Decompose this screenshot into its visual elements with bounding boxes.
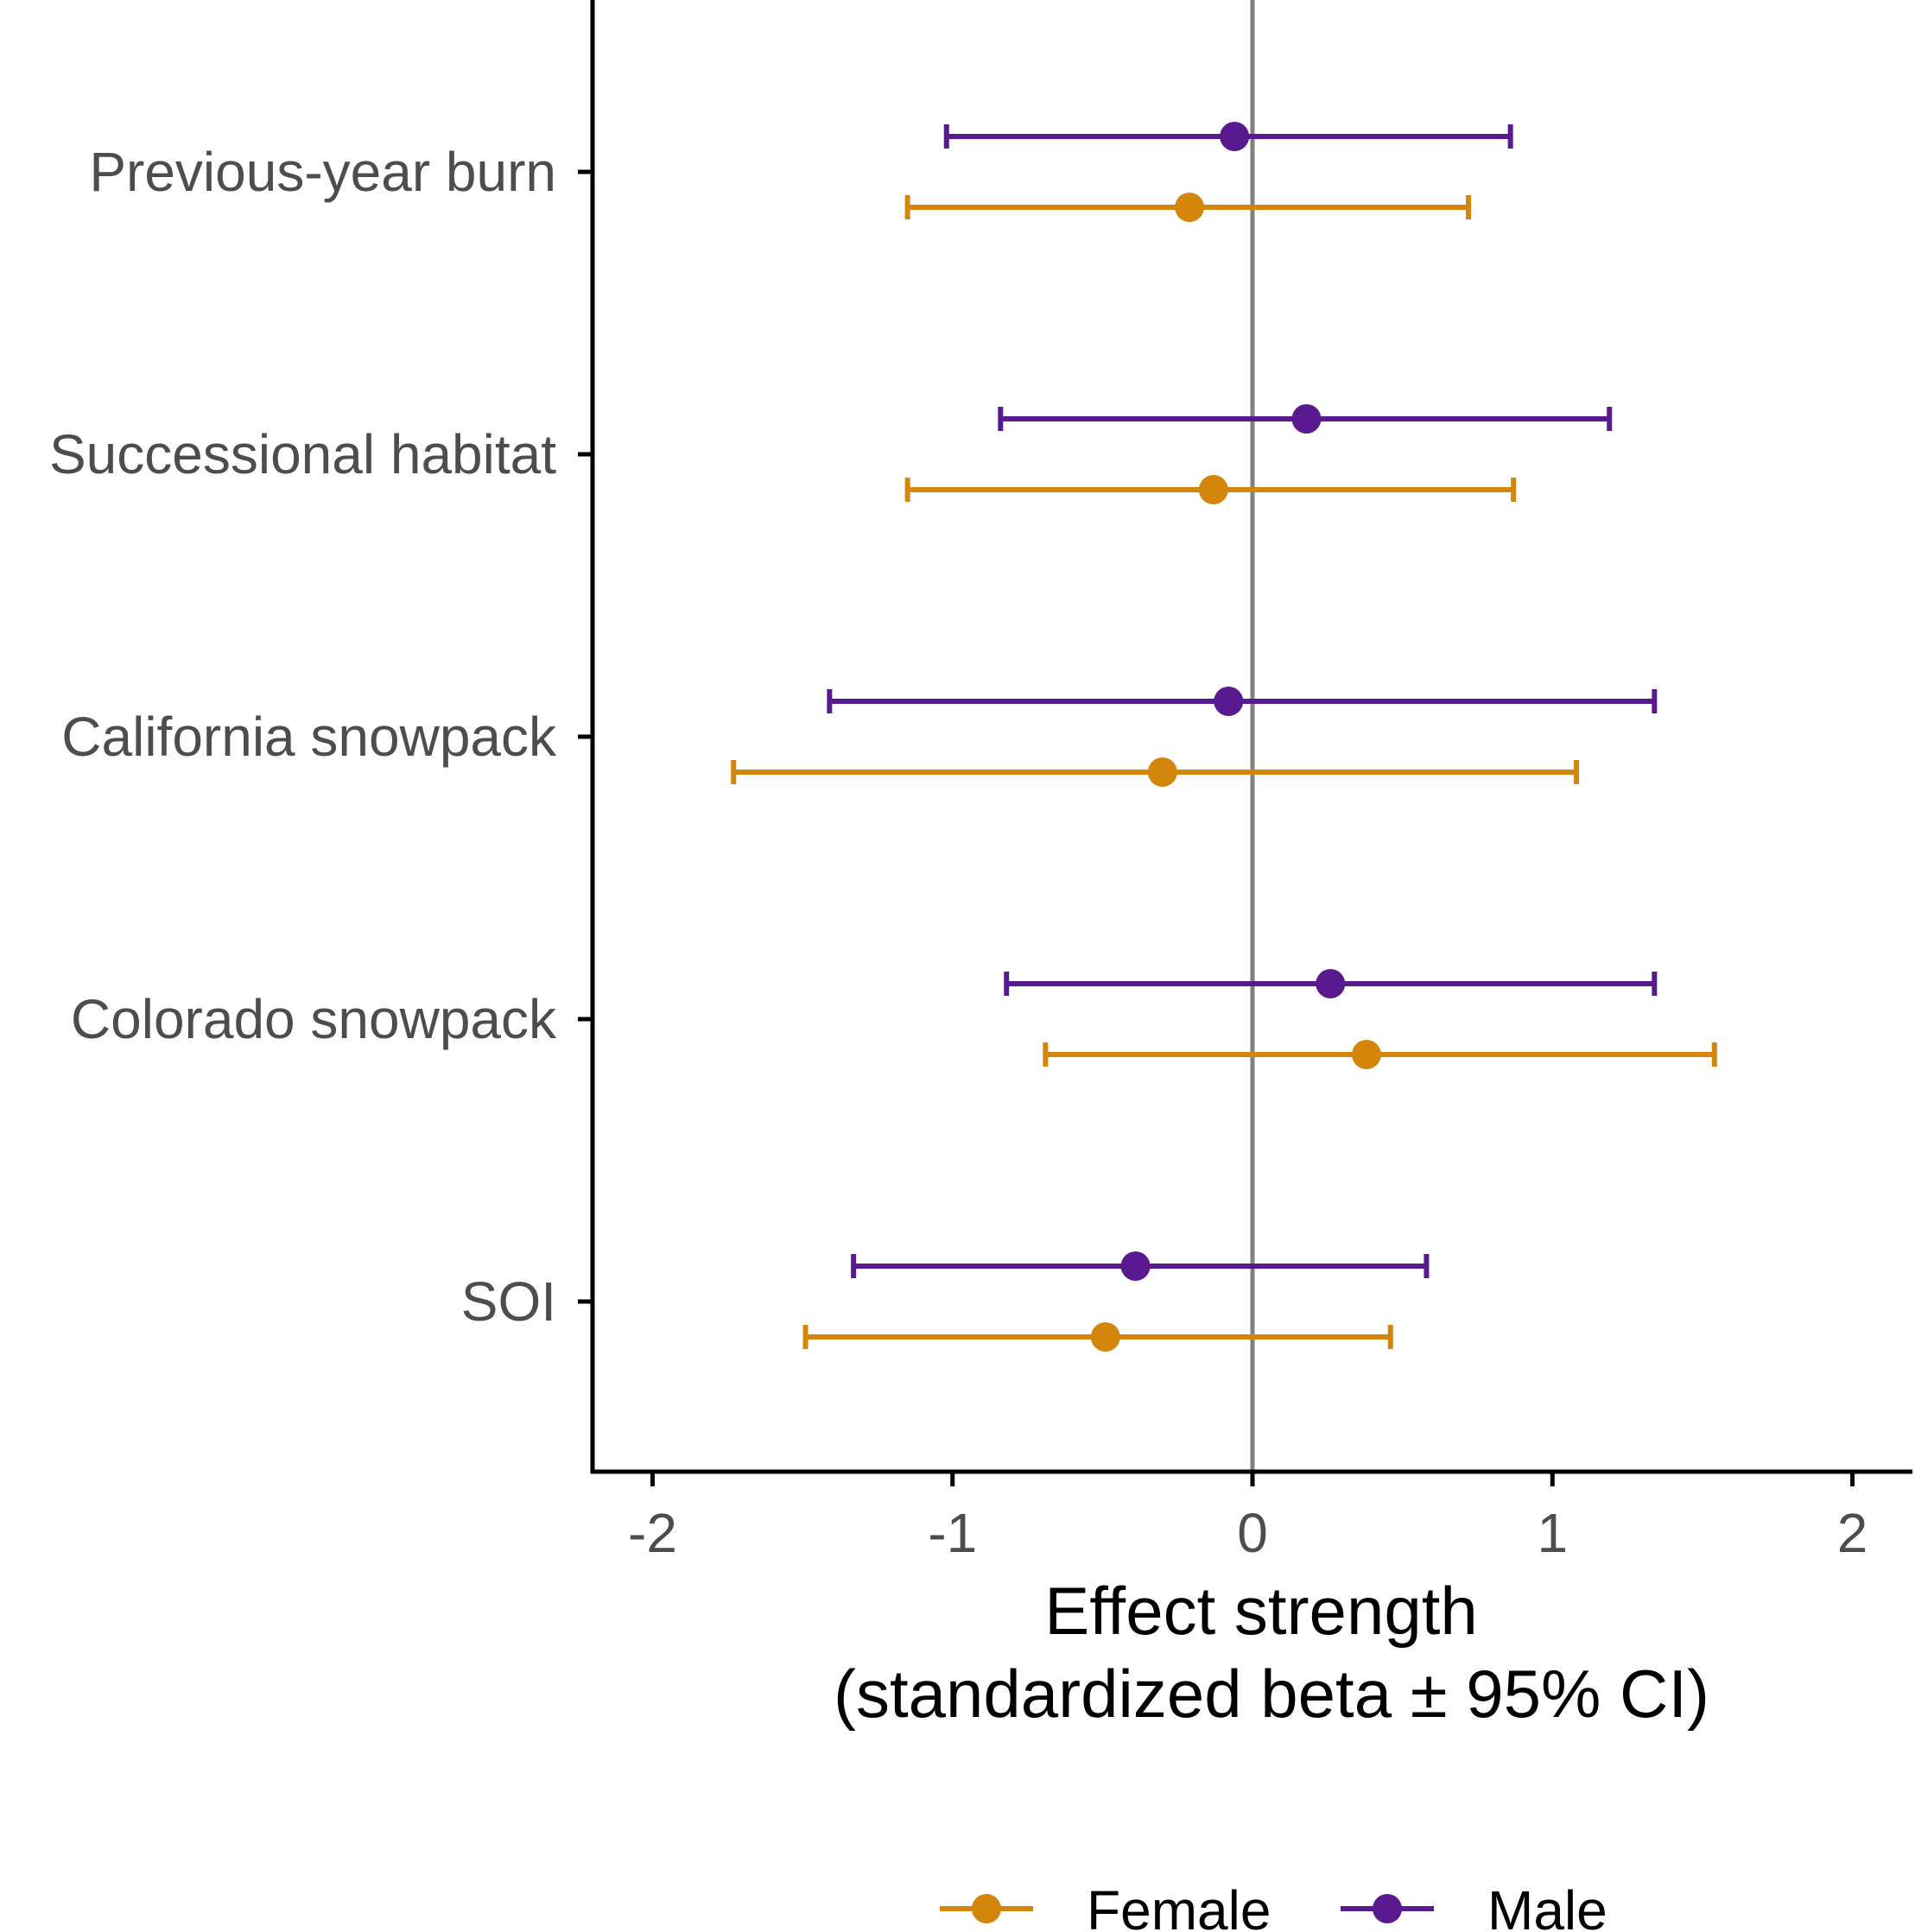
y-label-successional-habitat: Successional habitat	[49, 423, 556, 485]
legend-male-item: Male	[1341, 1879, 1607, 1932]
male-colorado-snowpack-point	[1316, 969, 1346, 998]
axis-titles: Effect strength (standardized beta ± 95%…	[834, 1573, 1709, 1732]
legend-male-key-point	[1373, 1894, 1402, 1923]
female-colorado-snowpack-point	[1351, 1040, 1381, 1069]
female-california-snowpack-point	[1147, 757, 1177, 787]
male-california-snowpack-point	[1214, 687, 1244, 716]
y-label-california-snowpack: California snowpack	[61, 706, 557, 768]
x-tick-label-2: 2	[1837, 1502, 1868, 1564]
female-soi-point	[1090, 1322, 1120, 1352]
y-label-soi: SOI	[461, 1270, 556, 1333]
legend-female-item: Female	[940, 1879, 1271, 1932]
female-successional-habitat-point	[1198, 475, 1228, 504]
data-marks	[731, 122, 1717, 1352]
x-tick-label-1: 1	[1537, 1502, 1568, 1564]
legend-female-label: Female	[1087, 1879, 1271, 1932]
x-axis-title-line1: Effect strength	[1044, 1573, 1478, 1649]
male-previous-year-burn-point	[1220, 122, 1250, 151]
x-tick-label-minus-2: -2	[628, 1502, 677, 1564]
male-soi-point	[1120, 1251, 1151, 1281]
female-previous-year-burn-point	[1175, 193, 1205, 222]
y-label-previous-year-burn: Previous-year burn	[89, 141, 556, 203]
x-tick-label-minus-1: -1	[928, 1502, 977, 1564]
y-label-colorado-snowpack: Colorado snowpack	[71, 988, 557, 1050]
legend: Female Male	[940, 1879, 1607, 1932]
legend-female-key-point	[972, 1894, 1001, 1923]
male-successional-habitat-point	[1291, 404, 1322, 434]
x-axis-title-line2: (standardized beta ± 95% CI)	[834, 1656, 1709, 1732]
legend-male-label: Male	[1487, 1879, 1607, 1932]
y-axis-categories: Previous-year burn Successional habitat Ca…	[49, 141, 593, 1333]
x-tick-label-0: 0	[1237, 1502, 1268, 1564]
x-axis-ticks: -2 -1 0 1 2	[628, 1472, 1867, 1564]
